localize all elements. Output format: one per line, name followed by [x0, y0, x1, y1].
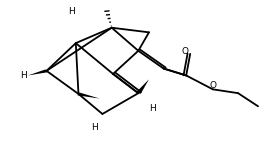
Text: H: H [20, 71, 27, 80]
Text: O: O [209, 81, 216, 90]
Polygon shape [28, 69, 48, 75]
Text: H: H [149, 104, 156, 113]
Text: H: H [68, 7, 75, 16]
Polygon shape [77, 93, 100, 99]
Polygon shape [136, 79, 149, 94]
Text: H: H [91, 123, 98, 132]
Text: O: O [181, 47, 188, 56]
